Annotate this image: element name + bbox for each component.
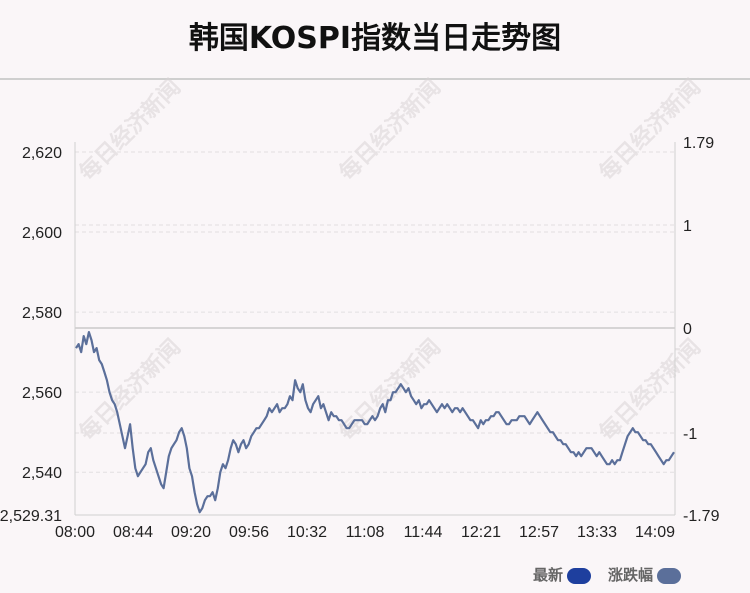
x-tick-label: 11:44 <box>404 524 443 541</box>
left-tick-label: 2,540 <box>22 465 62 482</box>
left-tick-label: 2,620 <box>22 145 62 162</box>
left-tick-min-label: 2,529.31 <box>0 508 62 525</box>
legend: 最新 涨跌幅 <box>520 564 750 588</box>
series-line-latest <box>75 331 675 514</box>
right-axis-ticks: 1.79 1 0 -1 -1.79 <box>683 135 720 525</box>
x-tick-label: 12:21 <box>461 524 501 541</box>
legend-swatch-change <box>657 567 682 584</box>
right-tick-label: 1.79 <box>683 135 714 152</box>
watermark-4: 每日经济新闻 <box>334 334 446 446</box>
left-tick-label: 2,580 <box>22 305 62 322</box>
right-tick-label: 0 <box>683 321 692 338</box>
right-tick-label: -1.79 <box>683 508 720 525</box>
right-tick-label: 1 <box>683 218 692 235</box>
x-axis-ticks: 08:00 08:44 09:20 09:56 10:32 11:08 11:44 12:21… <box>55 524 675 541</box>
axes <box>74 142 676 516</box>
legend-item-latest[interactable]: 最新 <box>533 564 592 588</box>
x-tick-label: 08:00 <box>55 524 95 541</box>
x-tick-label: 09:20 <box>171 524 211 541</box>
x-tick-label: 08:44 <box>113 524 153 541</box>
left-tick-label: 2,600 <box>22 225 62 242</box>
watermark-1: 每日经济新闻 <box>334 74 446 186</box>
left-axis-ticks: 2,620 2,600 2,580 2,560 2,540 2,529.31 <box>0 145 62 525</box>
x-tick-label: 12:57 <box>519 524 559 541</box>
chart-title: 韩国KOSPI指数当日走势图 <box>0 0 750 80</box>
series-layer <box>75 331 675 514</box>
right-tick-label: -1 <box>683 426 697 443</box>
legend-item-change[interactable]: 涨跌幅 <box>608 564 682 588</box>
x-tick-label: 11:08 <box>346 524 385 541</box>
gridlines <box>75 151 675 473</box>
legend-label-latest: 最新 <box>533 566 564 584</box>
x-tick-label: 14:09 <box>635 524 675 541</box>
legend-label-change: 涨跌幅 <box>608 566 654 584</box>
left-tick-label: 2,560 <box>22 385 62 402</box>
legend-swatch-latest <box>567 567 592 584</box>
x-tick-label: 09:56 <box>229 524 269 541</box>
x-tick-label: 13:33 <box>577 524 617 541</box>
watermark-0: 每日经济新闻 <box>74 74 186 186</box>
x-tick-label: 10:32 <box>287 524 327 541</box>
watermark-2: 每日经济新闻 <box>594 74 706 186</box>
